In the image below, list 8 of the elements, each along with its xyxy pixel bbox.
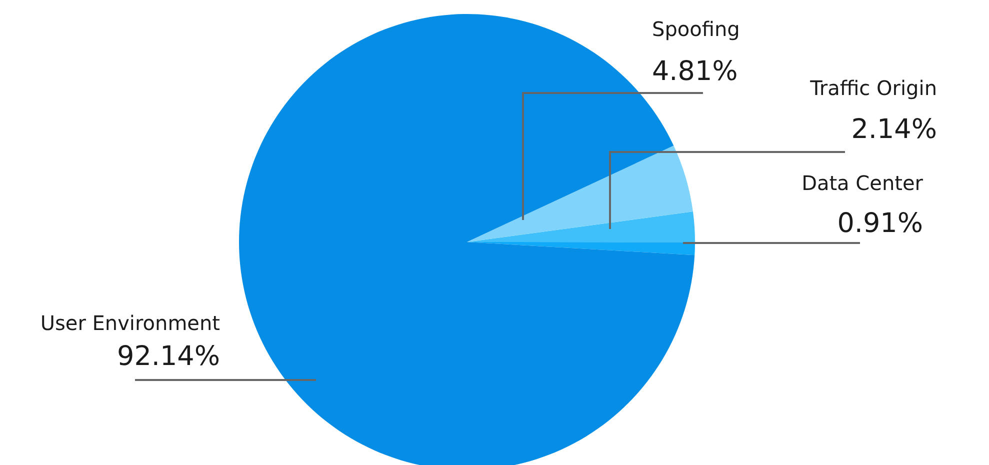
- slice-label: Spoofing: [652, 17, 740, 41]
- data-label: 0.91%: [837, 208, 923, 239]
- data-label: 4.81%: [652, 56, 738, 87]
- slice-label: User Environment: [40, 311, 220, 335]
- slice-label: Data Center: [802, 171, 924, 195]
- data-label: 2.14%: [851, 114, 937, 145]
- data-label: 92.14%: [117, 341, 220, 372]
- slice-label: Traffic Origin: [809, 76, 937, 100]
